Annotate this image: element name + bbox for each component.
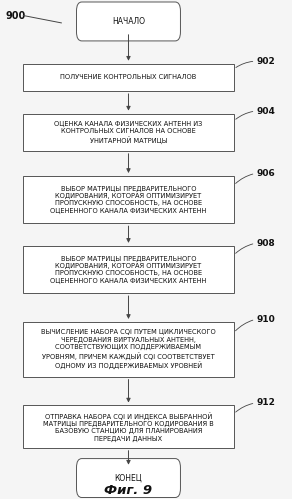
FancyBboxPatch shape <box>23 176 234 224</box>
Text: ВЫЧИСЛЕНИЕ НАБОРА CQI ПУТЕМ ЦИКЛИЧЕСКОГО
ЧЕРЕДОВАНИЯ ВИРТУАЛЬНЫХ АНТЕНН,
СООТВЕТ: ВЫЧИСЛЕНИЕ НАБОРА CQI ПУТЕМ ЦИКЛИЧЕСКОГО… <box>41 329 216 369</box>
Text: ОЦЕНКА КАНАЛА ФИЗИЧЕСКИХ АНТЕНН ИЗ
КОНТРОЛЬНЫХ СИГНАЛОВ НА ОСНОВЕ
УНИТАРНОЙ МАТР: ОЦЕНКА КАНАЛА ФИЗИЧЕСКИХ АНТЕНН ИЗ КОНТР… <box>54 121 203 144</box>
Text: 910: 910 <box>257 315 276 324</box>
FancyBboxPatch shape <box>77 459 180 498</box>
Text: НАЧАЛО: НАЧАЛО <box>112 17 145 26</box>
Text: КОНЕЦ: КОНЕЦ <box>115 474 142 483</box>
Text: 900: 900 <box>6 11 26 21</box>
Text: 902: 902 <box>257 56 276 66</box>
Text: 906: 906 <box>257 169 276 178</box>
Text: 912: 912 <box>257 398 276 408</box>
Text: ВЫБОР МАТРИЦЫ ПРЕДВАРИТЕЛЬНОГО
КОДИРОВАНИЯ, КОТОРАЯ ОПТИМИЗИРУЕТ
ПРОПУСКНУЮ СПОС: ВЫБОР МАТРИЦЫ ПРЕДВАРИТЕЛЬНОГО КОДИРОВАН… <box>50 186 207 214</box>
FancyBboxPatch shape <box>77 2 180 41</box>
FancyBboxPatch shape <box>23 405 234 448</box>
Text: ОТПРАВКА НАБОРА CQI И ИНДЕКСА ВЫБРАННОЙ
МАТРИЦЫ ПРЕДВАРИТЕЛЬНОГО КОДИРОВАНИЯ В
Б: ОТПРАВКА НАБОРА CQI И ИНДЕКСА ВЫБРАННОЙ … <box>43 412 214 442</box>
FancyBboxPatch shape <box>23 63 234 91</box>
FancyBboxPatch shape <box>23 246 234 293</box>
Text: ВЫБОР МАТРИЦЫ ПРЕДВАРИТЕЛЬНОГО
КОДИРОВАНИЯ, КОТОРАЯ ОПТИМИЗИРУЕТ
ПРОПУСКНУЮ СПОС: ВЫБОР МАТРИЦЫ ПРЕДВАРИТЕЛЬНОГО КОДИРОВАН… <box>50 255 207 283</box>
Text: 908: 908 <box>257 239 276 248</box>
FancyBboxPatch shape <box>23 322 234 377</box>
Text: 904: 904 <box>257 106 276 116</box>
Text: Фиг. 9: Фиг. 9 <box>105 484 152 497</box>
FancyBboxPatch shape <box>23 114 234 151</box>
Text: ПОЛУЧЕНИЕ КОНТРОЛЬНЫХ СИГНАЛОВ: ПОЛУЧЕНИЕ КОНТРОЛЬНЫХ СИГНАЛОВ <box>60 74 197 80</box>
